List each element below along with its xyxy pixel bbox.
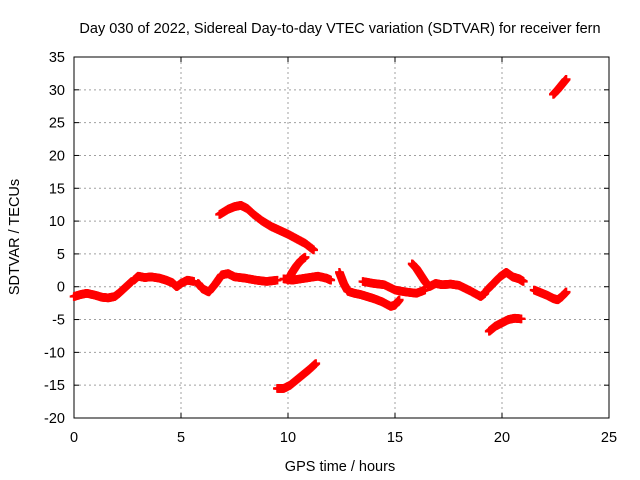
series-track-16h <box>407 259 434 292</box>
y-tick-label: 10 <box>49 214 65 230</box>
series-track-upper <box>215 201 318 255</box>
data-point <box>561 75 571 84</box>
data-point <box>311 359 321 368</box>
data-point <box>309 245 318 255</box>
y-tick-label: 20 <box>49 148 65 164</box>
series-track-main-3 <box>193 269 282 297</box>
plot-frame <box>73 56 610 419</box>
data-point <box>300 252 310 262</box>
data-point <box>420 285 430 295</box>
y-tick-label: -15 <box>44 378 65 394</box>
y-tick-label: 25 <box>49 116 65 132</box>
series-track-main-1 <box>69 277 137 303</box>
data-point <box>519 277 528 286</box>
y-tick-label: -5 <box>52 313 65 329</box>
series-track-main-2 <box>129 271 199 292</box>
series-track-20h <box>484 313 526 336</box>
y-tick-label: 35 <box>49 50 65 66</box>
y-tick-label: 30 <box>49 83 65 99</box>
x-tick-label: 15 <box>387 430 403 446</box>
data-point <box>326 275 336 285</box>
y-tick-label: -20 <box>44 411 65 427</box>
x-tick-label: 25 <box>601 430 617 446</box>
series-track-main-9 <box>529 285 571 305</box>
data-point <box>273 275 282 285</box>
series-track-23h <box>549 75 571 99</box>
y-tick-label: 5 <box>57 247 65 263</box>
data-point <box>394 295 404 305</box>
series-track-main-8 <box>482 267 528 295</box>
series-track-main-5 <box>335 267 404 311</box>
y-tick-label: 0 <box>57 280 65 296</box>
y-tick-label: -10 <box>44 345 65 361</box>
data-point <box>516 314 526 324</box>
series-track-main-7 <box>424 279 490 301</box>
series-track-low-10h <box>273 359 321 393</box>
x-axis-label: GPS time / hours <box>285 459 395 475</box>
x-tick-label: 10 <box>280 430 296 446</box>
x-tick-labels: 0 5 10 15 20 25 <box>70 57 617 446</box>
x-tick-label: 0 <box>70 430 78 446</box>
x-tick-label: 5 <box>177 430 185 446</box>
y-axis-label: SDTVAR / TECUs <box>7 179 23 295</box>
y-tick-labels: -20 -15 -10 -5 0 5 10 15 20 25 30 35 <box>44 50 609 427</box>
series-track-main-6 <box>358 277 430 298</box>
y-tick-label: 15 <box>49 181 65 197</box>
data-points <box>69 75 571 393</box>
chart-title: Day 030 of 2022, Sidereal Day-to-day VTE… <box>79 21 600 37</box>
x-tick-label: 20 <box>494 430 510 446</box>
data-point <box>424 282 434 292</box>
data-point <box>561 287 571 297</box>
series-track-rise-10h <box>283 252 310 285</box>
grid-lines <box>74 57 609 418</box>
